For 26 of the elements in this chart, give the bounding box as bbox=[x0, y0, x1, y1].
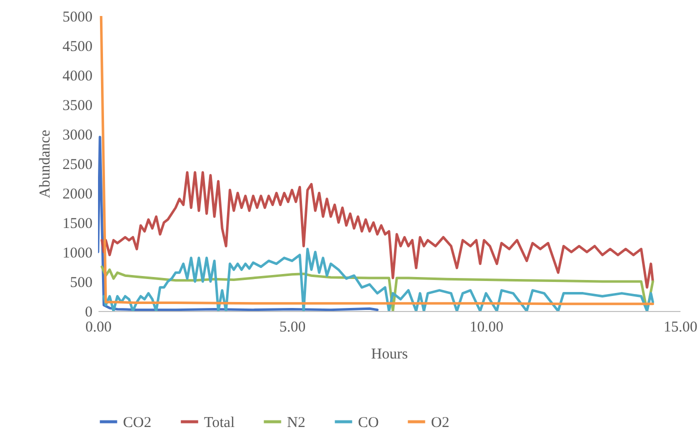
y-tick-label: 3000 bbox=[62, 128, 92, 144]
y-tick-label: 2000 bbox=[62, 186, 92, 202]
line-series bbox=[102, 248, 654, 311]
x-tick-label: 0.00 bbox=[85, 320, 112, 336]
y-tick-label: 500 bbox=[70, 275, 92, 291]
y-tick-label: 4500 bbox=[62, 39, 92, 55]
legend-label: N2 bbox=[287, 414, 306, 431]
x-tick-label: 15.00 bbox=[664, 320, 698, 336]
line-series bbox=[100, 171, 654, 289]
y-tick-label: 4000 bbox=[62, 68, 92, 84]
y-tick-label: 1000 bbox=[62, 246, 92, 262]
y-tick-label: 0 bbox=[85, 304, 92, 320]
line-series bbox=[100, 16, 654, 306]
x-axis-title: Hours bbox=[371, 346, 408, 362]
x-tick-label: 5.00 bbox=[279, 320, 306, 336]
line-series bbox=[98, 136, 379, 311]
y-tick-label: 2500 bbox=[62, 157, 92, 173]
legend-label: O2 bbox=[431, 414, 450, 431]
y-tick-label: 3500 bbox=[62, 98, 92, 114]
legend-label: CO bbox=[358, 414, 380, 431]
y-tick-label: 5000 bbox=[62, 10, 92, 26]
legend-label: CO2 bbox=[123, 414, 152, 431]
y-axis-title: Abundance bbox=[38, 130, 54, 198]
legend-label: Total bbox=[204, 414, 235, 431]
y-tick-label: 1500 bbox=[62, 216, 92, 232]
x-tick-label: 10.00 bbox=[470, 320, 504, 336]
